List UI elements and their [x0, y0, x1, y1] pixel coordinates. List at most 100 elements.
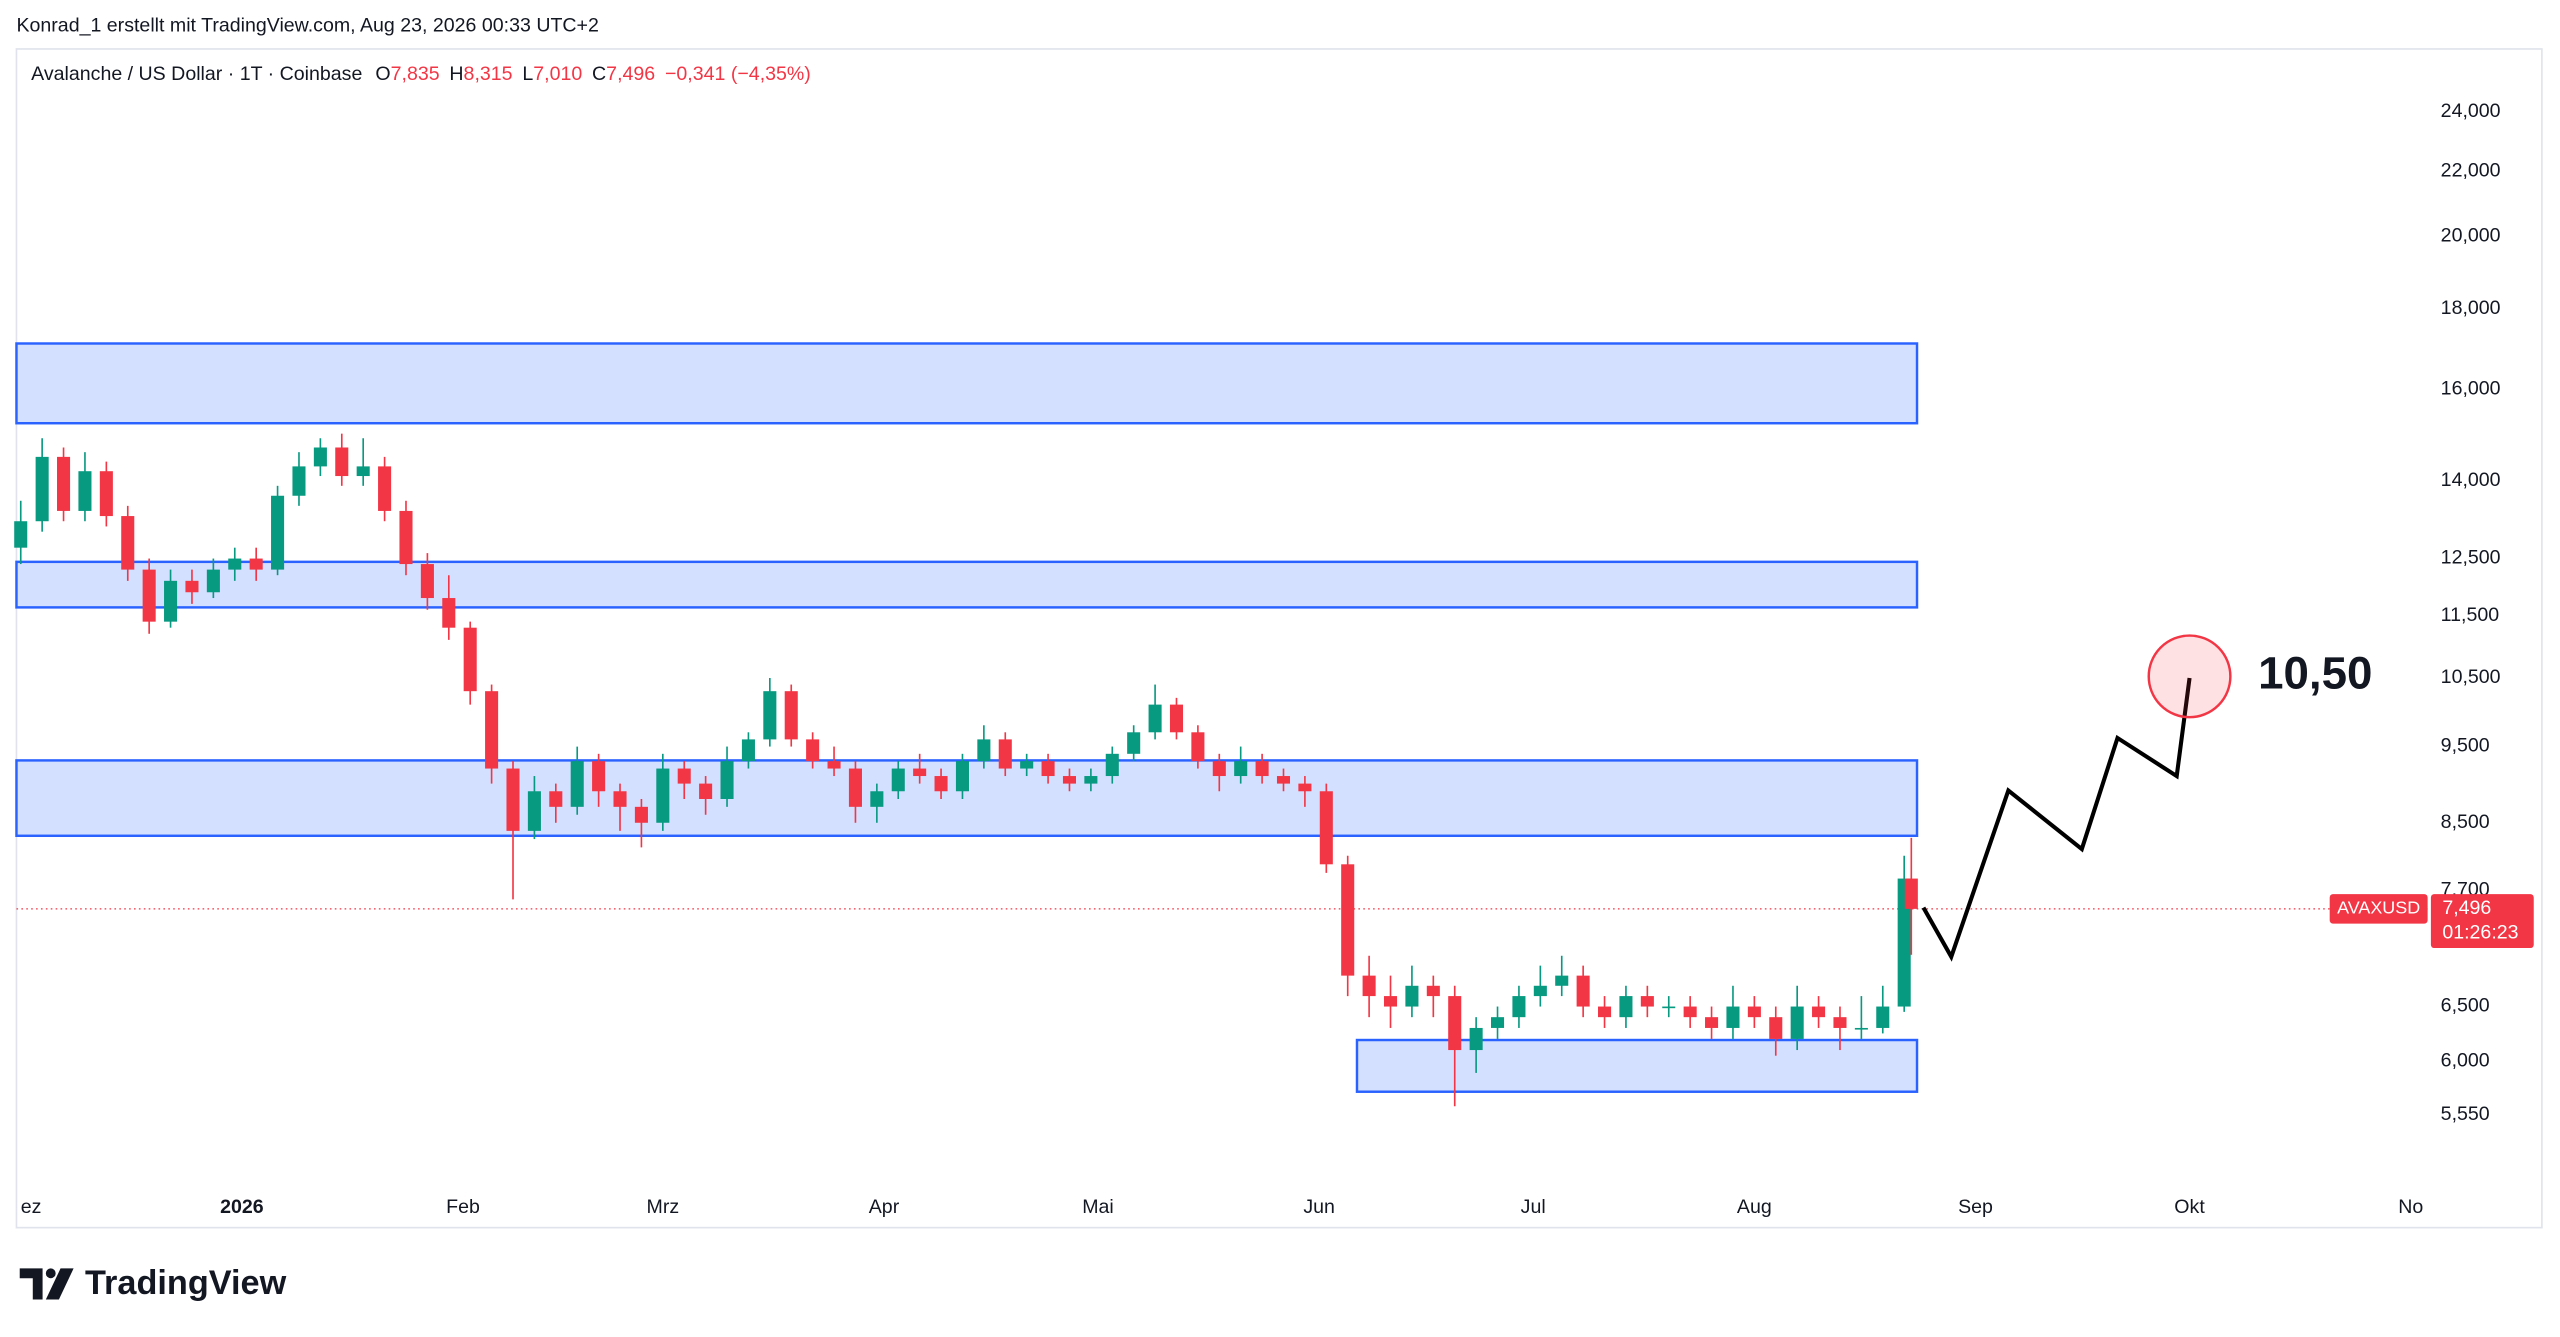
- candle-body: [1169, 704, 1184, 733]
- price-tag-label: 7,496: [2442, 897, 2491, 919]
- candle-body: [1191, 732, 1205, 762]
- candle-body: [399, 510, 413, 565]
- x-tick-label: Mrz: [647, 1196, 680, 1218]
- y-tick-label: 16,000: [2441, 378, 2501, 400]
- legend-key: O: [375, 63, 390, 85]
- candle-body: [1298, 783, 1312, 792]
- y-tick-label: 12,500: [2441, 547, 2501, 569]
- candle-body: [313, 447, 327, 467]
- candle-body: [1383, 996, 1398, 1007]
- candle-body: [356, 466, 370, 477]
- candle-body: [720, 761, 734, 800]
- candle-body: [121, 516, 135, 570]
- candle-body: [14, 521, 28, 548]
- projection-path: [1921, 677, 2192, 962]
- candle-body: [1362, 975, 1376, 997]
- candle-body: [848, 768, 862, 807]
- target-label: 10,50: [2258, 647, 2372, 698]
- y-tick-label: 24,000: [2441, 100, 2501, 122]
- candle-body: [1512, 996, 1526, 1018]
- candle-body: [870, 791, 884, 807]
- y-tick-label: 14,000: [2441, 469, 2501, 491]
- candle-body: [1405, 985, 1419, 1007]
- symbol-legend: Avalanche / US Dollar · 1T · Coinbase O7,…: [31, 63, 811, 85]
- x-tick-label: Apr: [869, 1196, 900, 1218]
- candle-body: [677, 768, 691, 784]
- candle-body: [1491, 1017, 1505, 1028]
- legend-key: C: [592, 63, 606, 85]
- candle-body: [271, 495, 285, 570]
- candle-body: [977, 739, 991, 762]
- candle-body: [1533, 985, 1547, 997]
- candle-body: [913, 768, 927, 777]
- y-tick-label: 6,500: [2441, 995, 2490, 1017]
- brand-logo: [45, 1268, 56, 1279]
- candle-body: [1904, 878, 1918, 909]
- y-tick-label: 18,000: [2441, 297, 2501, 319]
- legend-value: 7,835: [391, 63, 440, 85]
- x-tick-label: Feb: [446, 1196, 480, 1218]
- candle-body: [1619, 996, 1633, 1018]
- candle-body: [57, 456, 71, 511]
- candle-body: [1276, 776, 1291, 784]
- candle-body: [99, 471, 113, 517]
- symbol-tag: [2329, 894, 2428, 924]
- candle-body: [699, 783, 713, 800]
- candle-body: [1897, 878, 1911, 1007]
- y-tick-label: 22,000: [2441, 159, 2501, 181]
- candle-body: [78, 471, 92, 511]
- candle-body: [1662, 1006, 1676, 1009]
- candle-body: [934, 776, 948, 792]
- candle-body: [1148, 704, 1162, 733]
- brand-logo: [45, 1268, 74, 1300]
- plot: 24,000 22,000 20,000 18,000 16,000 14,000 12,5…: [14, 100, 2534, 1218]
- candle-body: [613, 791, 627, 807]
- candle-body: [35, 456, 49, 522]
- zone: [15, 342, 1919, 425]
- legend-key: L: [522, 63, 533, 85]
- x-tick-label: Aug: [1737, 1196, 1772, 1218]
- candle-body: [1255, 761, 1269, 777]
- candle-body: [656, 768, 670, 823]
- candle-body: [335, 447, 349, 477]
- candle-body: [378, 466, 392, 511]
- candle-body: [1041, 761, 1055, 777]
- candle-body: [1833, 1017, 1847, 1028]
- brand-logo: [19, 1268, 43, 1300]
- brand: TradingView: [19, 1264, 287, 1302]
- zone: [15, 560, 1919, 609]
- candle-body: [1212, 761, 1226, 777]
- candle-body: [827, 761, 841, 769]
- candle-body: [1341, 864, 1355, 976]
- candle-body: [1598, 1006, 1612, 1018]
- candle-body: [164, 580, 178, 622]
- symbol-tag-label: AVAXUSD: [2337, 898, 2420, 918]
- candle-body: [1555, 975, 1569, 986]
- target-circle: [2147, 634, 2232, 719]
- candle-body: [1234, 761, 1248, 777]
- x-tick-label: Jul: [1521, 1196, 1546, 1218]
- zone: [15, 759, 1919, 838]
- y-tick-label: 20,000: [2441, 225, 2501, 247]
- x-tick-label: Okt: [2174, 1196, 2205, 1218]
- legend-value: 7,010: [533, 63, 582, 85]
- candle-body: [1640, 996, 1654, 1007]
- x-tick-label: Sep: [1958, 1196, 1993, 1218]
- candle-body: [442, 598, 456, 628]
- candle-body: [1790, 1006, 1804, 1039]
- candle-body: [142, 569, 156, 622]
- candle-body: [1726, 1006, 1740, 1028]
- x-tick-label: No: [2398, 1196, 2423, 1218]
- candle-body: [1020, 761, 1034, 769]
- candle-body: [806, 739, 820, 762]
- candle-body: [506, 768, 520, 831]
- countdown: 01:26:23: [2442, 922, 2518, 944]
- x-tick-label: Jun: [1303, 1196, 1335, 1218]
- candle-body: [1769, 1017, 1783, 1039]
- candle-body: [292, 466, 306, 496]
- y-tick-label: 5,550: [2441, 1103, 2490, 1125]
- candle-body: [634, 806, 648, 823]
